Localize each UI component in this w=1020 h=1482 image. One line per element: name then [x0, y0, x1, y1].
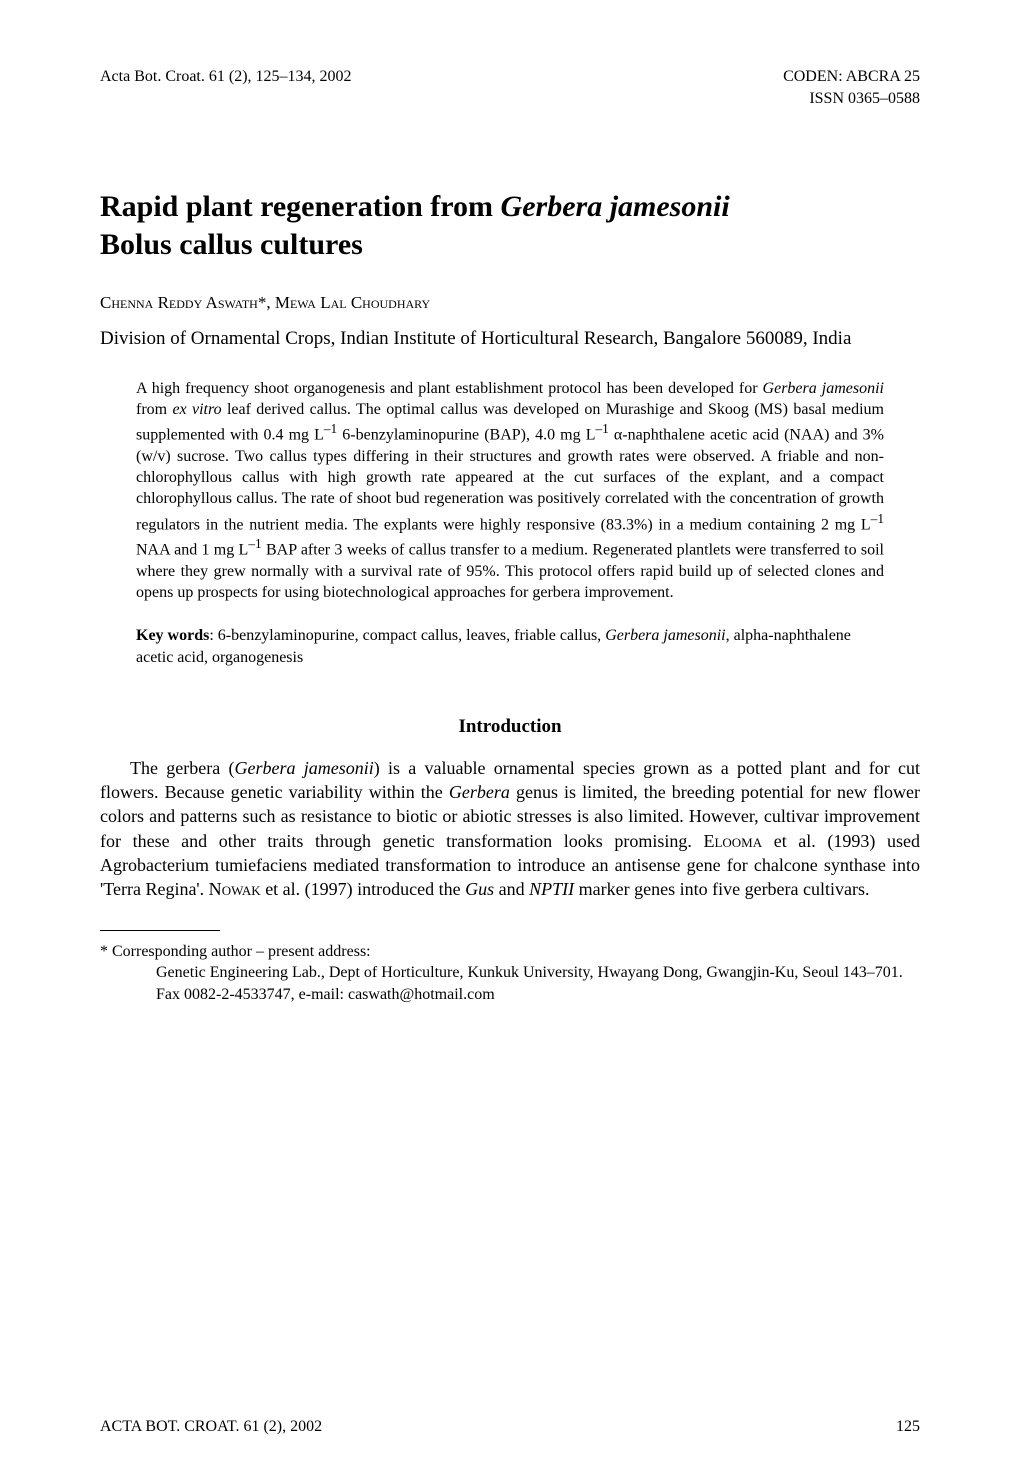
- footer-left: ACTA BOT. CROAT. 61 (2), 2002: [100, 1418, 322, 1436]
- coden: CODEN: ABCRA 25: [783, 68, 920, 86]
- journal-citation: Acta Bot. Croat. 61 (2), 125–134, 2002: [100, 68, 352, 86]
- footer-right: 125: [896, 1418, 920, 1436]
- issn: ISSN 0365–0588: [100, 90, 920, 108]
- keywords: Key words: 6-benzylaminopurine, compact …: [136, 625, 884, 668]
- footnote: * Corresponding author – present address…: [100, 941, 920, 1006]
- title-part1: Rapid plant regeneration from: [100, 190, 501, 223]
- intro-paragraph: The gerbera (Gerbera jamesonii) is a val…: [100, 756, 920, 902]
- keywords-label: Key words: [136, 627, 209, 644]
- footnote-line1: * Corresponding author – present address…: [100, 941, 920, 963]
- page-header: Acta Bot. Croat. 61 (2), 125–134, 2002 C…: [100, 68, 920, 86]
- page-footer: ACTA BOT. CROAT. 61 (2), 2002 125: [100, 1418, 920, 1436]
- keywords-text: : 6-benzylaminopurine, compact callus, l…: [136, 627, 851, 665]
- footnote-rule: [100, 930, 220, 931]
- footnote-line2: Genetic Engineering Lab., Dept of Hortic…: [100, 962, 920, 984]
- title-italic: Gerbera jamesonii: [501, 190, 730, 223]
- abstract: A high frequency shoot organogenesis and…: [136, 378, 884, 604]
- affiliation: Division of Ornamental Crops, Indian Ins…: [100, 327, 920, 352]
- footnote-line3: Fax 0082-2-4533747, e-mail: caswath@hotm…: [100, 984, 920, 1006]
- paper-title: Rapid plant regeneration from Gerbera ja…: [100, 188, 920, 263]
- authors: Chenna Reddy Aswath*, Mewa Lal Choudhary: [100, 293, 920, 313]
- section-heading-introduction: Introduction: [100, 716, 920, 738]
- title-part2: Bolus callus cultures: [100, 228, 363, 261]
